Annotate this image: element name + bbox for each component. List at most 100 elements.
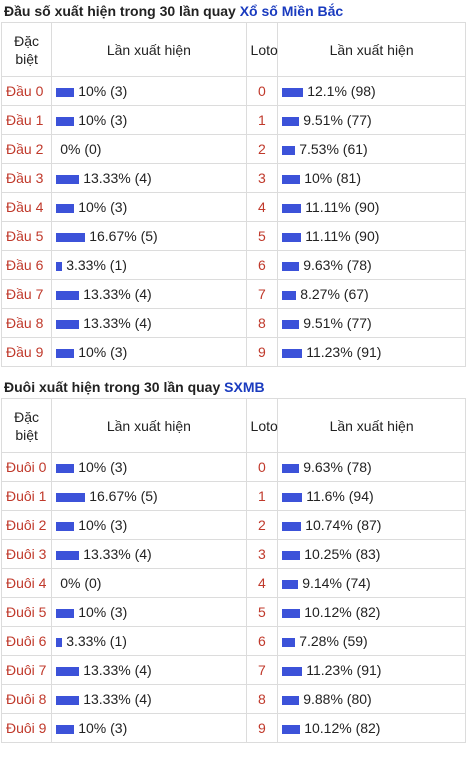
loto-value: 12.1% (98) xyxy=(307,83,376,99)
title-link-xsmb[interactable]: Xổ số Miền Bắc xyxy=(239,3,344,19)
row-label: Đuôi 8 xyxy=(0,684,53,714)
loto-value: 9.51% (77) xyxy=(303,315,372,331)
row-label: Đuôi 2 xyxy=(0,510,53,540)
row-label: Đầu 6 xyxy=(0,250,53,280)
loto-value: 8.27% (67) xyxy=(300,286,369,302)
loto-cell: 10.12% (82) xyxy=(277,713,466,743)
special-value: 13.33% (4) xyxy=(83,546,152,562)
table-row: Đuôi 3 13.33% (4) 3 10.25% (83) xyxy=(0,539,466,569)
loto-value: 10.12% (82) xyxy=(304,604,381,620)
special-value: 10% (3) xyxy=(78,517,128,533)
row-label: Đầu 7 xyxy=(0,279,53,309)
dau-table: Đặc biệt Lần xuất hiện Loto Lần xuất hiệ… xyxy=(0,22,466,367)
table-row: Đuôi 6 3.33% (1) 6 7.28% (59) xyxy=(0,626,466,656)
special-cell: 10% (3) xyxy=(51,597,247,627)
loto-digit: 4 xyxy=(245,192,279,222)
special-bar xyxy=(56,550,80,560)
loto-value: 9.88% (80) xyxy=(303,691,372,707)
loto-cell: 10.12% (82) xyxy=(277,597,466,627)
loto-digit: 3 xyxy=(245,163,279,193)
loto-cell: 9.51% (77) xyxy=(277,105,466,135)
loto-digit: 5 xyxy=(245,221,279,251)
header-lan-xuat-hien: Lần xuất hiện xyxy=(51,398,247,453)
loto-value: 10% (81) xyxy=(304,170,362,186)
loto-value: 10.12% (82) xyxy=(304,720,381,736)
loto-digit: 1 xyxy=(245,105,279,135)
special-cell: 13.33% (4) xyxy=(51,655,247,685)
loto-value: 7.53% (61) xyxy=(299,141,368,157)
row-label: Đầu 9 xyxy=(0,337,53,367)
loto-cell: 7.28% (59) xyxy=(277,626,466,656)
special-bar xyxy=(56,463,75,473)
loto-bar xyxy=(282,290,297,300)
title-link-sxmb[interactable]: SXMB xyxy=(224,379,265,395)
special-cell: 13.33% (4) xyxy=(51,539,247,569)
loto-cell: 12.1% (98) xyxy=(277,76,466,106)
special-bar xyxy=(56,637,63,647)
row-label: Đuôi 1 xyxy=(0,481,53,511)
table-row: Đuôi 4 0% (0) 4 9.14% (74) xyxy=(0,568,466,598)
loto-cell: 10.74% (87) xyxy=(277,510,466,540)
special-value: 10% (3) xyxy=(78,604,128,620)
table-row: Đuôi 8 13.33% (4) 8 9.88% (80) xyxy=(0,684,466,714)
loto-digit: 2 xyxy=(245,134,279,164)
special-cell: 10% (3) xyxy=(51,452,247,482)
loto-cell: 9.51% (77) xyxy=(277,308,466,338)
loto-cell: 10.25% (83) xyxy=(277,539,466,569)
special-cell: 16.67% (5) xyxy=(51,481,247,511)
special-bar xyxy=(56,319,80,329)
special-value: 10% (3) xyxy=(78,459,128,475)
special-bar xyxy=(56,116,75,126)
loto-cell: 11.23% (91) xyxy=(277,337,466,367)
special-value: 10% (3) xyxy=(78,344,128,360)
special-value: 3.33% (1) xyxy=(66,257,127,273)
loto-digit: 0 xyxy=(245,76,279,106)
section-title-duoi: Đuôi xuất hiện trong 30 lần quay SXMB xyxy=(0,376,468,398)
table-row: Đầu 3 13.33% (4) 3 10% (81) xyxy=(0,163,466,193)
special-value: 10% (3) xyxy=(78,112,128,128)
loto-value: 11.6% (94) xyxy=(306,488,374,504)
loto-cell: 11.11% (90) xyxy=(277,221,466,251)
special-value: 16.67% (5) xyxy=(89,228,158,244)
row-label: Đuôi 7 xyxy=(0,655,53,685)
special-cell: 10% (3) xyxy=(51,337,247,367)
title-text: Đầu số xuất hiện trong 30 lần quay xyxy=(4,3,236,19)
loto-bar xyxy=(282,203,302,213)
loto-value: 11.23% (91) xyxy=(306,344,382,360)
special-cell: 10% (3) xyxy=(51,510,247,540)
loto-cell: 9.88% (80) xyxy=(277,684,466,714)
row-label: Đầu 5 xyxy=(0,221,53,251)
loto-digit: 7 xyxy=(245,655,279,685)
table-row: Đầu 8 13.33% (4) 8 9.51% (77) xyxy=(0,308,466,338)
special-cell: 10% (3) xyxy=(51,76,247,106)
header-lan-xuat-hien: Lần xuất hiện xyxy=(277,398,466,453)
loto-value: 9.63% (78) xyxy=(303,459,372,475)
table-row: Đuôi 2 10% (3) 2 10.74% (87) xyxy=(0,510,466,540)
loto-bar xyxy=(282,319,300,329)
loto-cell: 11.23% (91) xyxy=(277,655,466,685)
loto-cell: 8.27% (67) xyxy=(277,279,466,309)
header-lan-xuat-hien: Lần xuất hiện xyxy=(277,22,466,77)
loto-value: 11.11% (90) xyxy=(305,228,380,244)
table-row: Đuôi 5 10% (3) 5 10.12% (82) xyxy=(0,597,466,627)
table-row: Đầu 0 10% (3) 0 12.1% (98) xyxy=(0,76,466,106)
row-label: Đuôi 6 xyxy=(0,626,53,656)
loto-bar xyxy=(282,521,302,531)
loto-bar xyxy=(282,463,300,473)
table-row: Đầu 1 10% (3) 1 9.51% (77) xyxy=(0,105,466,135)
loto-bar xyxy=(282,608,301,618)
special-value: 13.33% (4) xyxy=(83,286,152,302)
special-bar xyxy=(56,348,75,358)
special-value: 3.33% (1) xyxy=(66,633,127,649)
row-label: Đầu 4 xyxy=(0,192,53,222)
row-label: Đuôi 5 xyxy=(0,597,53,627)
title-text: Đuôi xuất hiện trong 30 lần quay xyxy=(4,379,221,395)
loto-bar xyxy=(282,261,300,271)
special-cell: 10% (3) xyxy=(51,713,247,743)
special-value: 13.33% (4) xyxy=(83,662,152,678)
header-lan-xuat-hien: Lần xuất hiện xyxy=(51,22,247,77)
loto-digit: 2 xyxy=(245,510,279,540)
loto-digit: 8 xyxy=(245,684,279,714)
row-label: Đuôi 0 xyxy=(0,452,53,482)
loto-bar xyxy=(282,550,301,560)
